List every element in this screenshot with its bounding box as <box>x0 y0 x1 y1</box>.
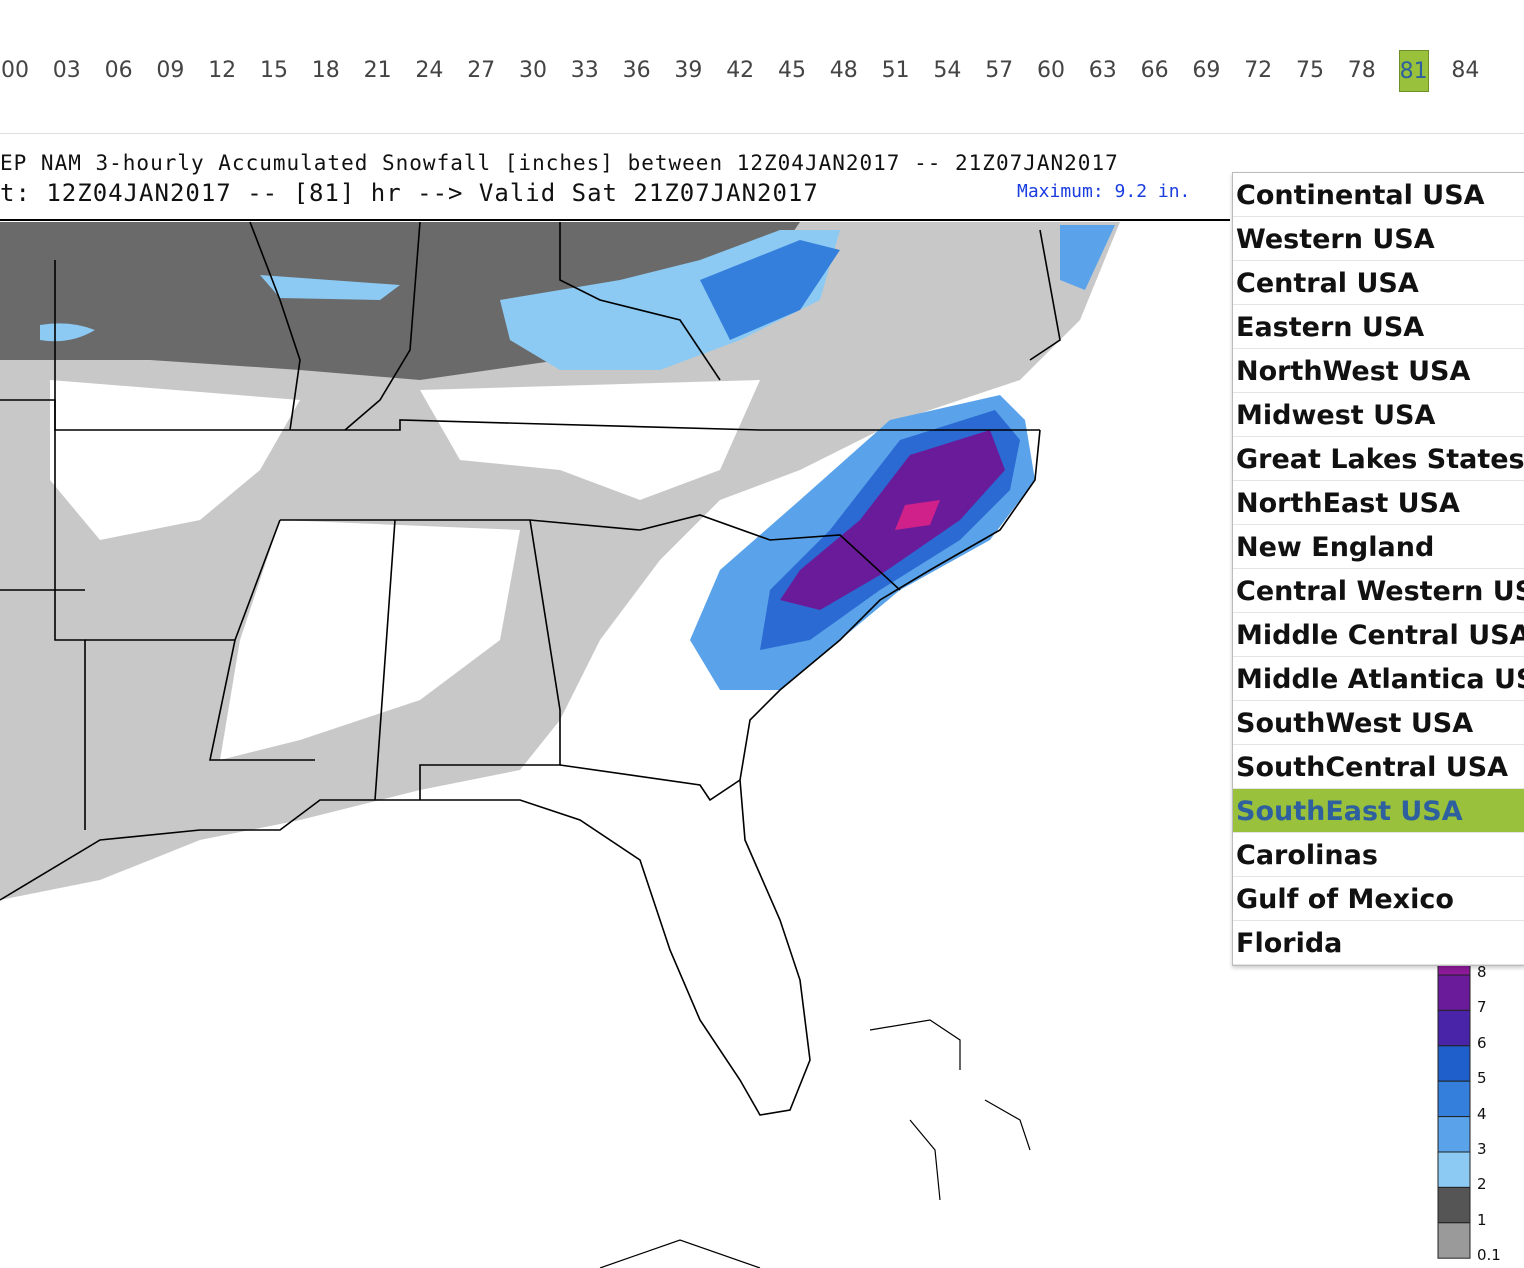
hour-link[interactable]: 42 <box>726 58 755 83</box>
region-link[interactable]: SouthEast USA <box>1233 789 1524 833</box>
region-link[interactable]: Central Western US <box>1233 569 1524 613</box>
hour-link[interactable]: 57 <box>985 58 1014 83</box>
colorbar-swatch <box>1437 974 1471 1011</box>
region-link[interactable]: Central USA <box>1233 261 1524 305</box>
region-link[interactable]: Middle Atlantica US <box>1233 657 1524 701</box>
state-lines <box>0 221 1061 1116</box>
hour-link[interactable]: 60 <box>1037 58 1065 83</box>
colorbar-label: 4 <box>1477 1104 1487 1123</box>
colorbar-label: 3 <box>1477 1140 1487 1158</box>
colorbar-label: 1 <box>1477 1210 1487 1229</box>
region-link[interactable]: SouthWest USA <box>1233 701 1524 745</box>
region-link[interactable]: Florida <box>1233 921 1524 965</box>
colorbar-label: 8 <box>1477 963 1487 981</box>
map-title: EP NAM 3-hourly Accumulated Snowfall [in… <box>0 151 1119 175</box>
hour-link[interactable]: 33 <box>570 58 599 83</box>
region-link[interactable]: New England <box>1233 525 1524 569</box>
colorbar-label: 0.1 <box>1477 1246 1501 1265</box>
snowfall-shading <box>0 222 1120 900</box>
colorbar <box>1437 964 1471 1259</box>
hour-link[interactable]: 75 <box>1296 58 1324 83</box>
hour-link[interactable]: 84 <box>1451 58 1480 83</box>
map-subtitle: t: 12Z04JAN2017 -- [81] hr --> Valid Sat… <box>0 179 819 207</box>
divider <box>0 133 1524 134</box>
hour-link[interactable]: 69 <box>1192 58 1221 83</box>
region-link[interactable]: SouthCentral USA <box>1233 745 1524 789</box>
hour-link[interactable]: 21 <box>363 58 392 83</box>
hour-link[interactable]: 15 <box>260 58 288 83</box>
colorbar-swatch <box>1437 1009 1471 1047</box>
region-link[interactable]: NorthWest USA <box>1233 349 1524 393</box>
colorbar-swatch <box>1437 1116 1471 1153</box>
hour-link[interactable]: 27 <box>467 58 496 83</box>
hour-link[interactable]: 36 <box>622 58 651 83</box>
hour-link[interactable]: 66 <box>1140 58 1169 83</box>
hour-link[interactable]: 45 <box>778 58 806 83</box>
hour-link[interactable]: 06 <box>104 58 133 83</box>
colorbar-swatch <box>1437 1186 1471 1224</box>
hour-link[interactable]: 39 <box>674 58 703 83</box>
region-link[interactable]: Great Lakes States <box>1233 437 1524 481</box>
hour-link[interactable]: 78 <box>1347 58 1376 83</box>
region-link[interactable]: NorthEast USA <box>1233 481 1524 525</box>
colorbar-swatch <box>1437 964 1471 976</box>
colorbar-swatch <box>1437 1045 1471 1082</box>
region-link[interactable]: Carolinas <box>1233 833 1524 877</box>
colorbar-swatch <box>1437 1080 1471 1118</box>
hour-link[interactable]: 03 <box>52 58 81 83</box>
hour-link[interactable]: 30 <box>519 58 547 83</box>
colorbar-label: 6 <box>1477 1033 1487 1052</box>
hour-link[interactable]: 12 <box>208 58 237 83</box>
colorbar-label: 5 <box>1477 1069 1487 1088</box>
hour-link[interactable]: 63 <box>1088 58 1117 83</box>
colorbar-swatch <box>1437 1222 1471 1259</box>
region-link[interactable]: Eastern USA <box>1233 305 1524 349</box>
islands <box>599 1019 1031 1268</box>
hour-link[interactable]: 18 <box>311 58 340 83</box>
hour-link[interactable]: 09 <box>156 58 185 83</box>
hour-link[interactable]: 72 <box>1244 58 1273 83</box>
region-link[interactable]: Gulf of Mexico <box>1233 877 1524 921</box>
region-menu: Continental USA Western USA Central USA Eas… <box>1232 172 1524 966</box>
region-link[interactable]: Midwest USA <box>1233 393 1524 437</box>
colorbar-label: 2 <box>1477 1175 1487 1194</box>
maximum-label: Maximum: 9.2 in. <box>1017 181 1191 202</box>
hour-link[interactable]: 81 <box>1398 50 1429 92</box>
colorbar-swatch <box>1437 1151 1471 1188</box>
region-link[interactable]: Continental USA <box>1233 173 1524 217</box>
hour-bar: 00 03 06 09 12 15 18 21 24 27 30 33 36 39 42 45 48 51 54 57… <box>0 50 1524 92</box>
colorbar-label: 7 <box>1477 998 1487 1017</box>
hour-link[interactable]: 54 <box>933 58 962 83</box>
hour-link[interactable]: 51 <box>881 58 910 83</box>
region-link[interactable]: Western USA <box>1233 217 1524 261</box>
hour-link[interactable]: 00 <box>1 58 29 83</box>
hour-link[interactable]: 48 <box>829 58 858 83</box>
region-link[interactable]: Middle Central USA <box>1233 613 1524 657</box>
hour-link[interactable]: 24 <box>415 58 444 83</box>
